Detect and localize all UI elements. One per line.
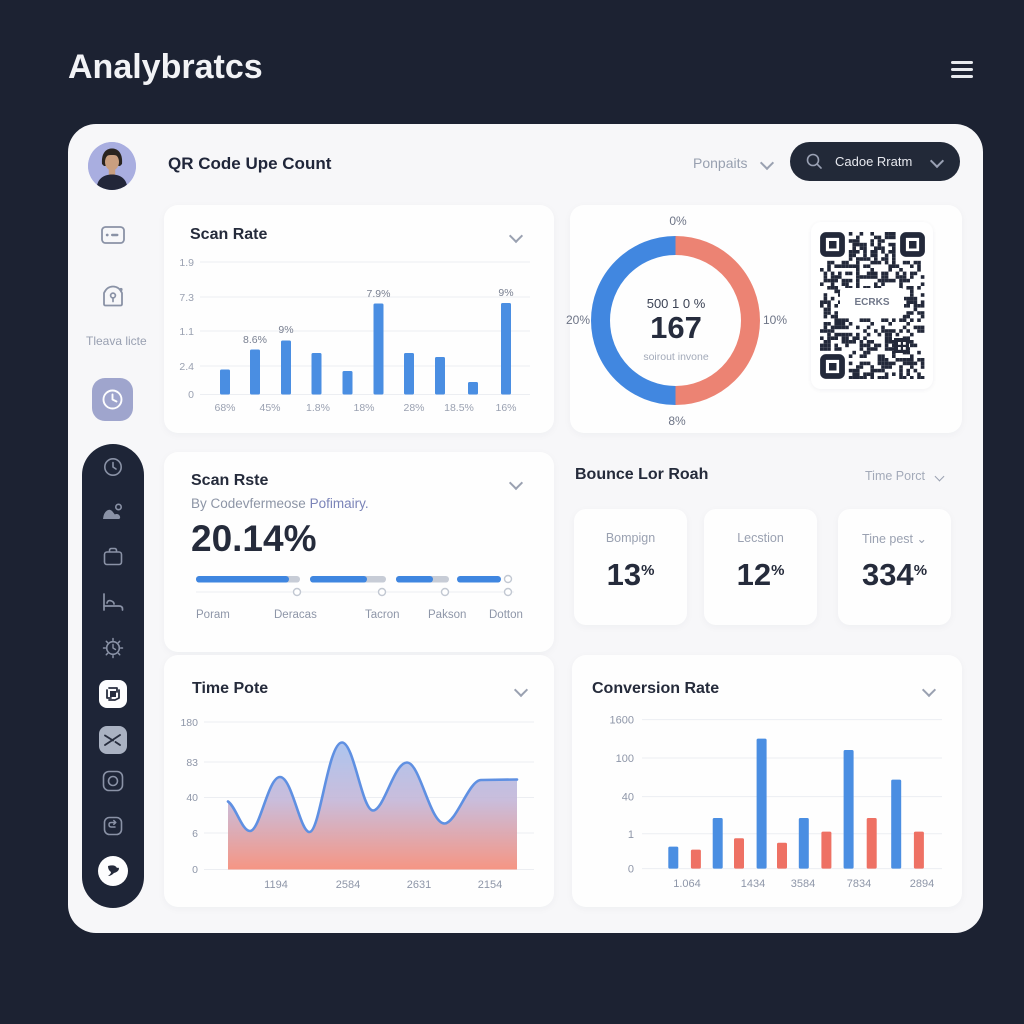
svg-text:1.1: 1.1 [179,326,194,338]
svg-text:167: 167 [650,310,702,345]
svg-text:6: 6 [192,828,198,840]
svg-text:ECRKS: ECRKS [854,297,889,308]
svg-text:18.5%: 18.5% [444,402,474,414]
svg-text:7.9%: 7.9% [367,288,391,300]
svg-text:Tacron: Tacron [365,609,400,621]
svg-text:2.4: 2.4 [179,361,194,373]
svg-text:8.6%: 8.6% [243,334,267,346]
svg-text:0%: 0% [669,214,687,228]
svg-text:9%: 9% [498,287,513,299]
svg-text:1.9: 1.9 [179,257,194,269]
svg-text:20%: 20% [566,313,590,327]
svg-text:83: 83 [186,757,198,769]
svg-text:1.064: 1.064 [673,878,701,890]
svg-text:100: 100 [616,753,634,765]
svg-text:1.8%: 1.8% [306,402,330,414]
svg-text:9%: 9% [278,324,293,336]
svg-text:18%: 18% [353,402,374,414]
svg-text:40: 40 [622,792,634,804]
svg-text:2894: 2894 [910,878,934,890]
svg-text:Poram: Poram [196,609,230,621]
svg-text:10%: 10% [763,313,787,327]
svg-text:Dotton: Dotton [489,609,523,621]
svg-text:2154: 2154 [478,879,502,891]
svg-text:Deracas: Deracas [274,609,317,621]
svg-text:7834: 7834 [847,878,871,890]
svg-text:1600: 1600 [610,715,634,727]
svg-text:7.3: 7.3 [179,292,194,304]
svg-text:28%: 28% [403,402,424,414]
svg-text:180: 180 [180,717,198,729]
svg-text:68%: 68% [214,402,235,414]
svg-text:Pakson: Pakson [428,609,466,621]
svg-text:2584: 2584 [336,879,360,891]
svg-text:40: 40 [186,792,198,804]
svg-text:8%: 8% [668,414,686,428]
svg-text:2631: 2631 [407,879,431,891]
svg-text:soirout invone: soirout invone [643,351,709,363]
svg-text:0: 0 [628,864,634,876]
svg-text:0: 0 [192,864,198,876]
svg-text:1194: 1194 [264,879,288,891]
svg-text:1434: 1434 [741,878,765,890]
svg-text:45%: 45% [259,402,280,414]
svg-text:500 1 0 %: 500 1 0 % [647,296,706,311]
svg-text:0: 0 [188,389,194,401]
svg-text:16%: 16% [495,402,516,414]
svg-text:3584: 3584 [791,878,815,890]
svg-text:1: 1 [628,829,634,841]
